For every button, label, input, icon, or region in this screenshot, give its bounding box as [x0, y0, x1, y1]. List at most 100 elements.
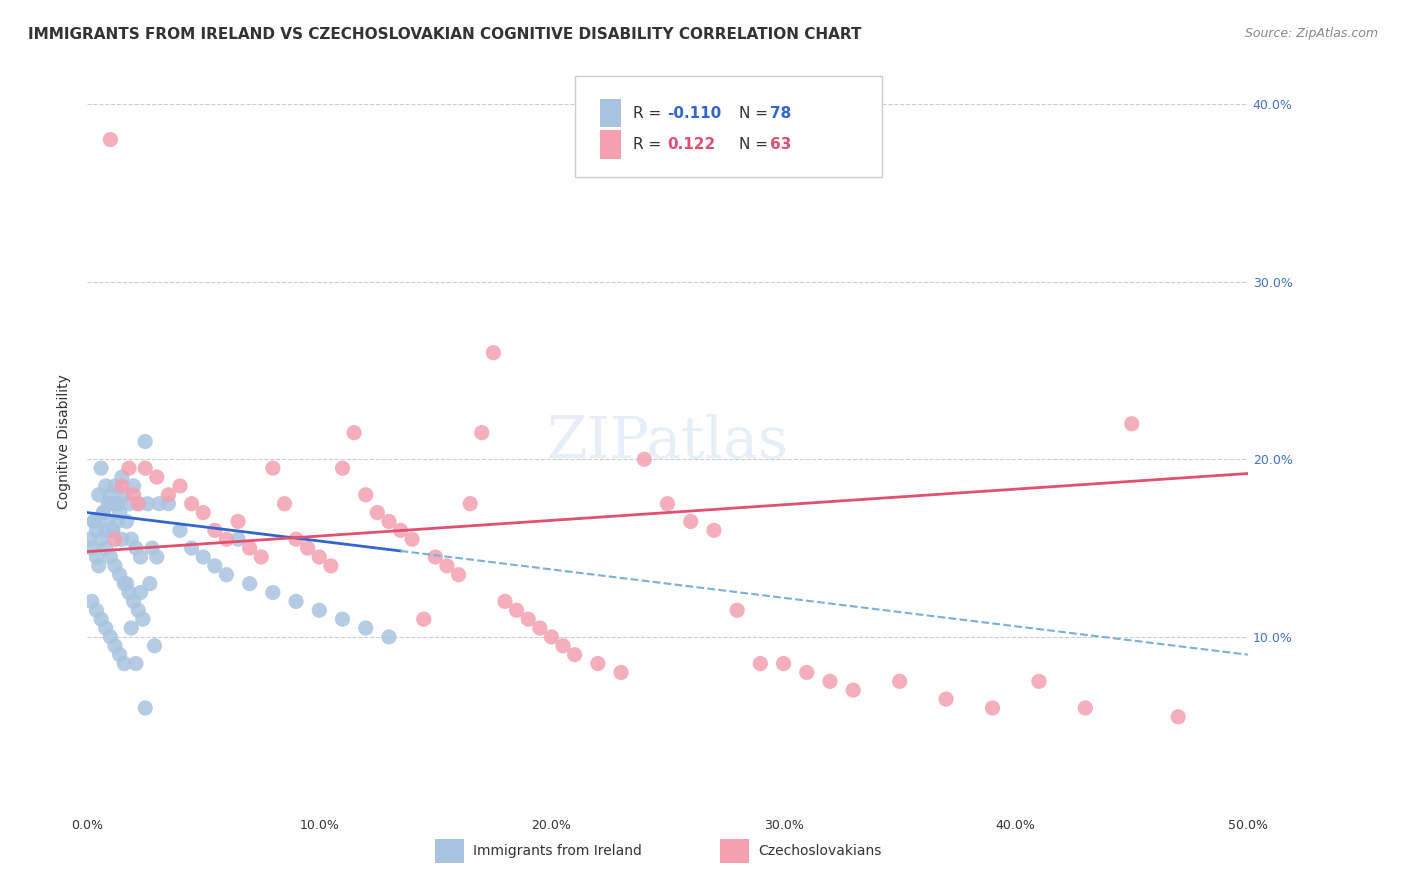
Point — [332, 461, 354, 475]
Y-axis label: Cognitive Disability: Cognitive Disability — [58, 374, 72, 509]
Point — [127, 497, 149, 511]
Point — [118, 585, 141, 599]
Point — [285, 533, 308, 547]
Text: 78: 78 — [769, 106, 792, 120]
FancyBboxPatch shape — [600, 99, 621, 128]
Point — [471, 425, 494, 440]
Point — [319, 558, 342, 573]
Point — [141, 541, 163, 555]
Point — [139, 576, 162, 591]
Point — [180, 497, 202, 511]
Point — [112, 488, 135, 502]
Point — [143, 639, 166, 653]
Point — [494, 594, 516, 608]
Point — [226, 533, 249, 547]
Point — [125, 541, 148, 555]
Point — [111, 533, 134, 547]
Point — [215, 567, 238, 582]
Point — [98, 132, 121, 146]
Point — [586, 657, 609, 671]
Text: Czechoslovakians: Czechoslovakians — [758, 844, 882, 858]
FancyBboxPatch shape — [436, 839, 464, 863]
Point — [104, 497, 127, 511]
Point — [93, 506, 115, 520]
Point — [889, 674, 911, 689]
Point — [118, 497, 141, 511]
Point — [193, 549, 215, 564]
Point — [551, 639, 574, 653]
Point — [134, 434, 156, 449]
Point — [412, 612, 434, 626]
Point — [297, 541, 319, 555]
Point — [111, 479, 134, 493]
Point — [935, 692, 957, 706]
Text: N =: N = — [740, 137, 773, 153]
Text: 0.122: 0.122 — [668, 137, 716, 153]
Text: N =: N = — [740, 106, 773, 120]
Point — [250, 549, 273, 564]
Point — [127, 497, 149, 511]
FancyBboxPatch shape — [600, 130, 621, 159]
Point — [378, 630, 401, 644]
Point — [447, 567, 470, 582]
Point — [354, 488, 377, 502]
Point — [262, 461, 284, 475]
Point — [239, 576, 262, 591]
Point — [104, 533, 127, 547]
Point — [98, 488, 121, 502]
Point — [1121, 417, 1143, 431]
Point — [120, 621, 142, 635]
Point — [343, 425, 366, 440]
Point — [285, 594, 308, 608]
Point — [204, 524, 226, 538]
Point — [366, 506, 388, 520]
Point — [134, 701, 156, 715]
Point — [97, 515, 120, 529]
Point — [118, 461, 141, 475]
Point — [132, 612, 155, 626]
Point — [105, 515, 128, 529]
Point — [215, 533, 238, 547]
Point — [97, 497, 120, 511]
Text: 63: 63 — [769, 137, 792, 153]
Point — [146, 549, 169, 564]
Point — [98, 549, 121, 564]
Point — [657, 497, 679, 511]
Point — [101, 524, 124, 538]
Point — [679, 515, 702, 529]
Point — [120, 533, 142, 547]
Point — [122, 479, 145, 493]
Point — [115, 576, 138, 591]
Point — [148, 497, 170, 511]
Point — [134, 461, 156, 475]
Point — [239, 541, 262, 555]
Point — [273, 497, 295, 511]
Point — [482, 345, 505, 359]
Point — [180, 541, 202, 555]
Text: -0.110: -0.110 — [668, 106, 721, 120]
Point — [86, 603, 108, 617]
Point — [86, 549, 108, 564]
Point — [436, 558, 458, 573]
Point — [505, 603, 527, 617]
Point — [226, 515, 249, 529]
Text: R =: R = — [633, 106, 666, 120]
Point — [136, 497, 159, 511]
Point — [169, 479, 191, 493]
Point — [83, 515, 105, 529]
Point — [127, 603, 149, 617]
Point — [86, 524, 108, 538]
Point — [98, 630, 121, 644]
Point — [115, 515, 138, 529]
Point — [425, 549, 447, 564]
Point — [540, 630, 562, 644]
Point — [80, 541, 103, 555]
Point — [108, 648, 131, 662]
Point — [703, 524, 725, 538]
Point — [104, 479, 127, 493]
Point — [796, 665, 818, 680]
Point — [108, 567, 131, 582]
Point — [529, 621, 551, 635]
Point — [94, 524, 117, 538]
Text: Immigrants from Ireland: Immigrants from Ireland — [472, 844, 641, 858]
